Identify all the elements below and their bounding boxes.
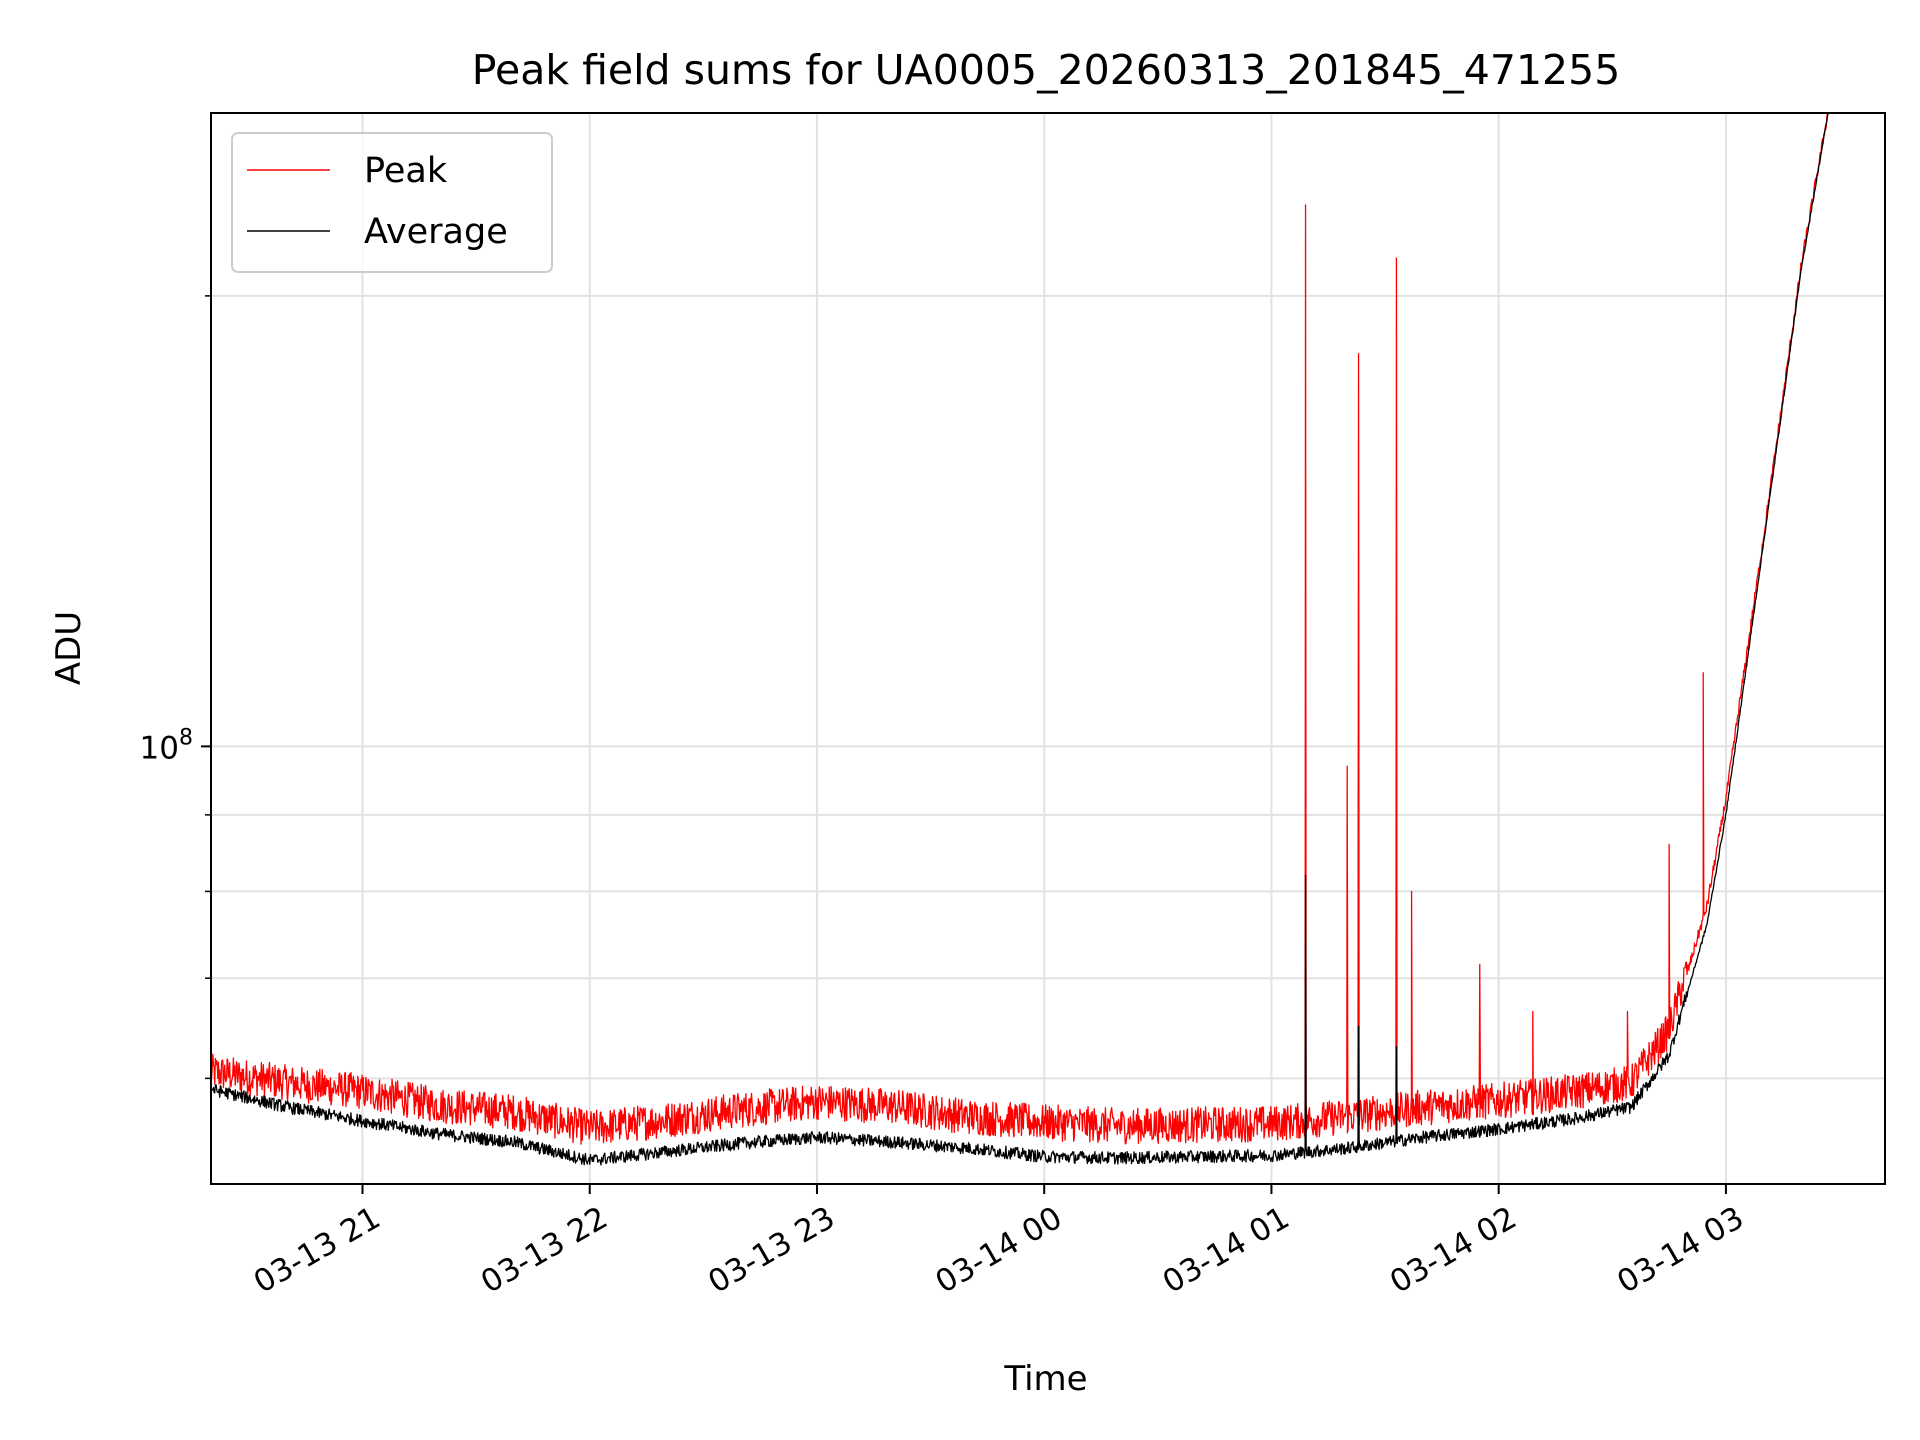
legend: Peak Average	[231, 132, 553, 273]
y-tick-label-base: 10	[140, 730, 179, 766]
y-axis-label: ADU	[49, 611, 89, 685]
grid	[211, 113, 1885, 1184]
series-line-peak	[211, 113, 1829, 1145]
series-line-average	[211, 113, 1829, 1166]
plot-area-frame	[210, 112, 1886, 1185]
y-tick-label: 108	[140, 725, 193, 766]
x-axis-label: Time	[1003, 1359, 1087, 1399]
legend-label-peak: Peak	[364, 151, 448, 191]
series-layer	[211, 113, 1829, 1166]
legend-label-average: Average	[364, 212, 508, 252]
legend-box	[231, 132, 553, 273]
y-tick-label-exponent: 8	[179, 725, 193, 750]
y-axis: 108	[140, 295, 211, 1080]
chart-title: Peak field sums for UA0005_20260313_2018…	[472, 46, 1621, 94]
